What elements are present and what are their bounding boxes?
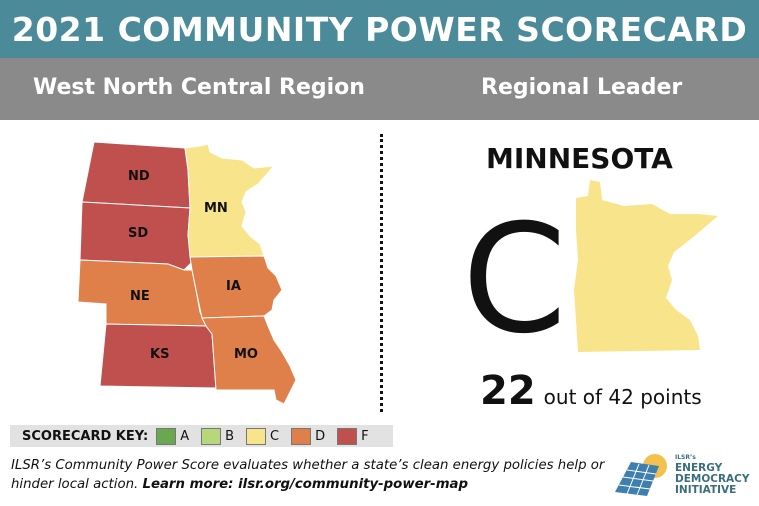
footer-text: ILSR’s Community Power Score evaluates w…	[11, 456, 611, 494]
swatch-a	[156, 427, 177, 445]
points-value: 22	[480, 368, 536, 414]
points-suffix: out of 42 points	[543, 385, 702, 409]
region-label: West North Central Region	[33, 75, 365, 100]
region-map: ND SD MN NE IA KS MO	[78, 141, 297, 405]
logo-line2: DEMOCRACY	[675, 473, 750, 485]
key-label-f: F	[361, 428, 369, 444]
solar-panel-icon	[615, 454, 667, 496]
logo-line1: ENERGY	[675, 462, 723, 474]
key-label-b: B	[225, 428, 235, 444]
learn-more-link[interactable]: Learn more: ilsr.org/community-power-map	[142, 477, 469, 492]
leader-state-text: MINNESOTA	[486, 142, 673, 175]
header-bar: West North Central Region Regional Leade…	[0, 58, 759, 120]
footer-description: ILSR’s Community Power Score evaluates w…	[11, 458, 605, 492]
state-mn	[184, 143, 276, 258]
state-label-ne: NE	[130, 289, 150, 304]
state-label-nd: ND	[128, 169, 150, 184]
key-label-c: C	[270, 428, 280, 444]
scorecard-key: SCORECARD KEY: A B C D F	[10, 425, 393, 447]
minnesota-shape-icon	[574, 180, 718, 352]
leader-grade: C	[462, 193, 567, 367]
leader-points: 22 out of 42 points	[480, 368, 702, 414]
state-label-ia: IA	[226, 279, 241, 294]
edi-logo: ILSR’s ENERGY DEMOCRACY INITIATIVE	[611, 448, 753, 500]
logo-text: ILSR’s ENERGY DEMOCRACY INITIATIVE	[675, 452, 750, 496]
swatch-d	[291, 427, 312, 445]
page-title: 2021 COMMUNITY POWER SCORECARD	[0, 0, 759, 58]
key-item-d: D	[291, 427, 326, 445]
key-item-f: F	[337, 427, 369, 445]
state-label-mo: MO	[234, 347, 258, 362]
key-title: SCORECARD KEY:	[22, 428, 149, 444]
logo-org: ILSR’s	[675, 454, 696, 461]
leader-label: Regional Leader	[481, 75, 683, 100]
state-label-sd: SD	[128, 226, 148, 241]
key-label-d: D	[315, 428, 326, 444]
swatch-c	[246, 427, 267, 445]
key-item-a: A	[156, 427, 190, 445]
state-ne	[78, 259, 207, 327]
state-mo	[201, 315, 297, 405]
logo-line3: INITIATIVE	[675, 484, 737, 496]
key-item-b: B	[201, 427, 235, 445]
state-ia	[189, 255, 283, 319]
swatch-f	[337, 427, 358, 445]
section-divider	[380, 134, 383, 412]
key-label-a: A	[180, 428, 190, 444]
key-item-c: C	[246, 427, 280, 445]
swatch-b	[201, 427, 222, 445]
state-label-ks: KS	[150, 347, 169, 362]
state-label-mn: MN	[204, 201, 228, 216]
